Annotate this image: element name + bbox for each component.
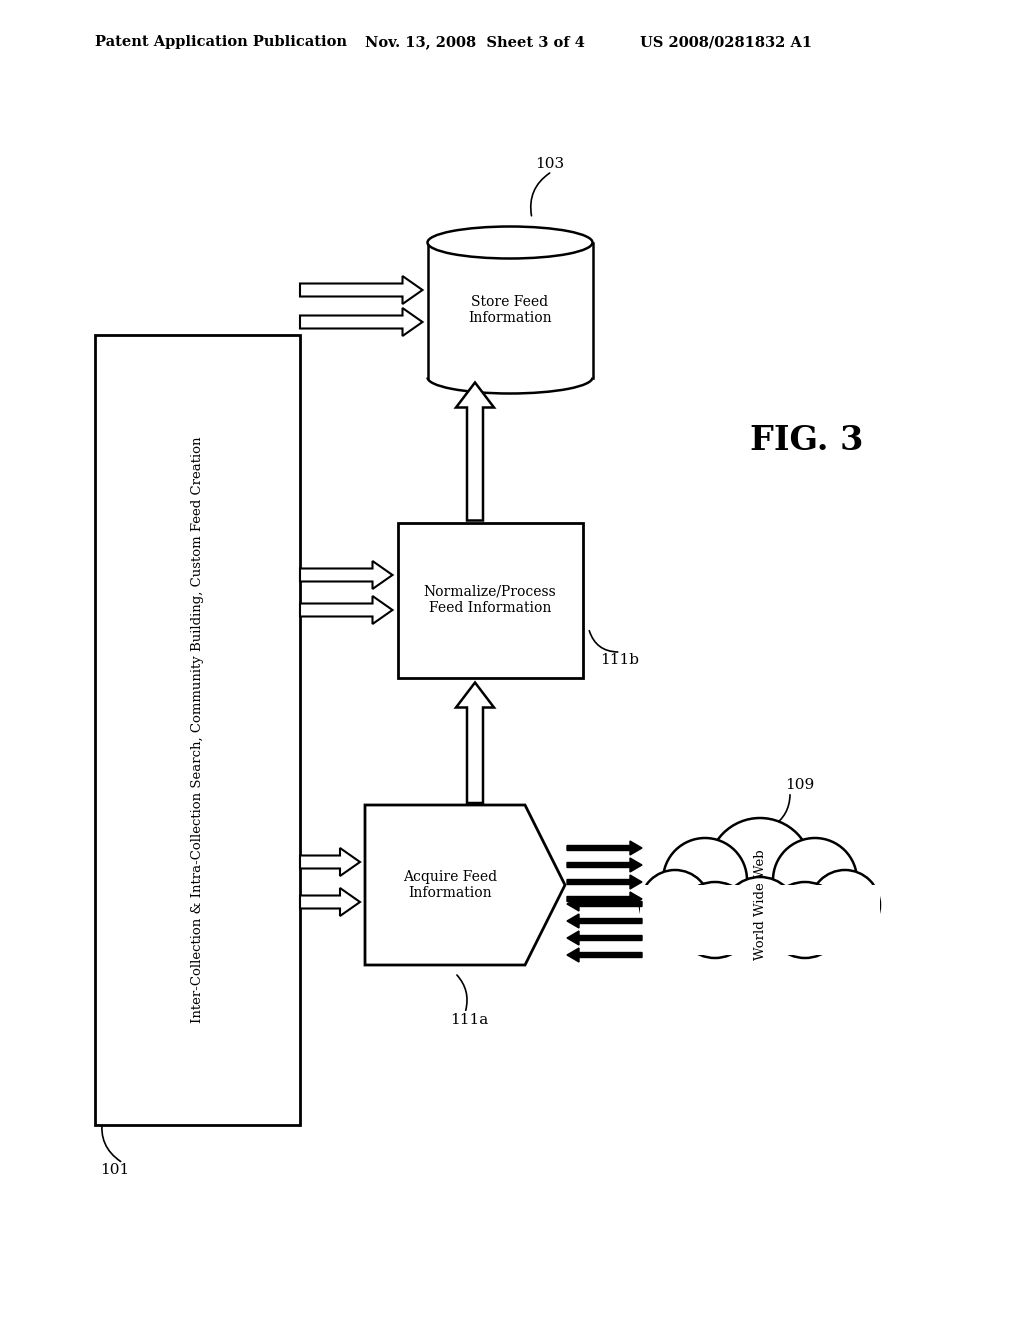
Ellipse shape [427, 227, 593, 259]
FancyArrowPatch shape [772, 795, 791, 826]
FancyArrow shape [300, 561, 392, 589]
Text: 101: 101 [100, 1163, 129, 1177]
FancyArrow shape [300, 888, 360, 916]
FancyArrow shape [567, 948, 642, 962]
FancyArrowPatch shape [530, 173, 550, 215]
Circle shape [663, 838, 746, 921]
Text: Nov. 13, 2008  Sheet 3 of 4: Nov. 13, 2008 Sheet 3 of 4 [365, 36, 585, 49]
FancyArrow shape [567, 841, 642, 855]
Circle shape [767, 882, 843, 958]
Text: US 2008/0281832 A1: US 2008/0281832 A1 [640, 36, 812, 49]
Text: Store Feed
Information: Store Feed Information [468, 294, 552, 325]
Text: FIG. 3: FIG. 3 [750, 424, 863, 457]
Circle shape [773, 838, 857, 921]
Circle shape [708, 818, 812, 921]
Text: 103: 103 [535, 157, 564, 172]
Text: Patent Application Publication: Patent Application Publication [95, 36, 347, 49]
Text: 111a: 111a [450, 1012, 488, 1027]
FancyArrow shape [567, 913, 642, 928]
FancyArrow shape [300, 276, 423, 304]
Circle shape [677, 882, 753, 958]
Text: Acquire Feed
Information: Acquire Feed Information [402, 870, 497, 900]
Circle shape [810, 870, 880, 940]
Text: Normalize/Process
Feed Information: Normalize/Process Feed Information [424, 585, 556, 615]
FancyArrow shape [567, 858, 642, 873]
FancyArrowPatch shape [101, 1119, 121, 1162]
Bar [427, 243, 593, 378]
FancyArrow shape [567, 892, 642, 906]
FancyArrow shape [456, 383, 494, 520]
Bar [95, 335, 300, 1125]
FancyArrow shape [456, 682, 494, 803]
FancyArrow shape [300, 847, 360, 876]
Polygon shape [365, 805, 565, 965]
Text: World Wide Web: World Wide Web [754, 850, 767, 961]
FancyArrow shape [300, 308, 423, 337]
Text: Inter-Collection & Intra-Collection Search, Community Building, Custom Feed Crea: Inter-Collection & Intra-Collection Sear… [191, 437, 204, 1023]
Circle shape [640, 870, 710, 940]
Circle shape [722, 876, 798, 953]
FancyArrow shape [567, 898, 642, 911]
Text: 109: 109 [785, 777, 814, 792]
Bar [397, 523, 583, 677]
FancyArrow shape [567, 875, 642, 888]
FancyArrowPatch shape [589, 631, 617, 652]
Text: 111b: 111b [600, 653, 640, 667]
FancyArrowPatch shape [457, 975, 467, 1010]
FancyArrow shape [567, 931, 642, 945]
Bar [640, 884, 880, 954]
FancyArrow shape [300, 597, 392, 624]
